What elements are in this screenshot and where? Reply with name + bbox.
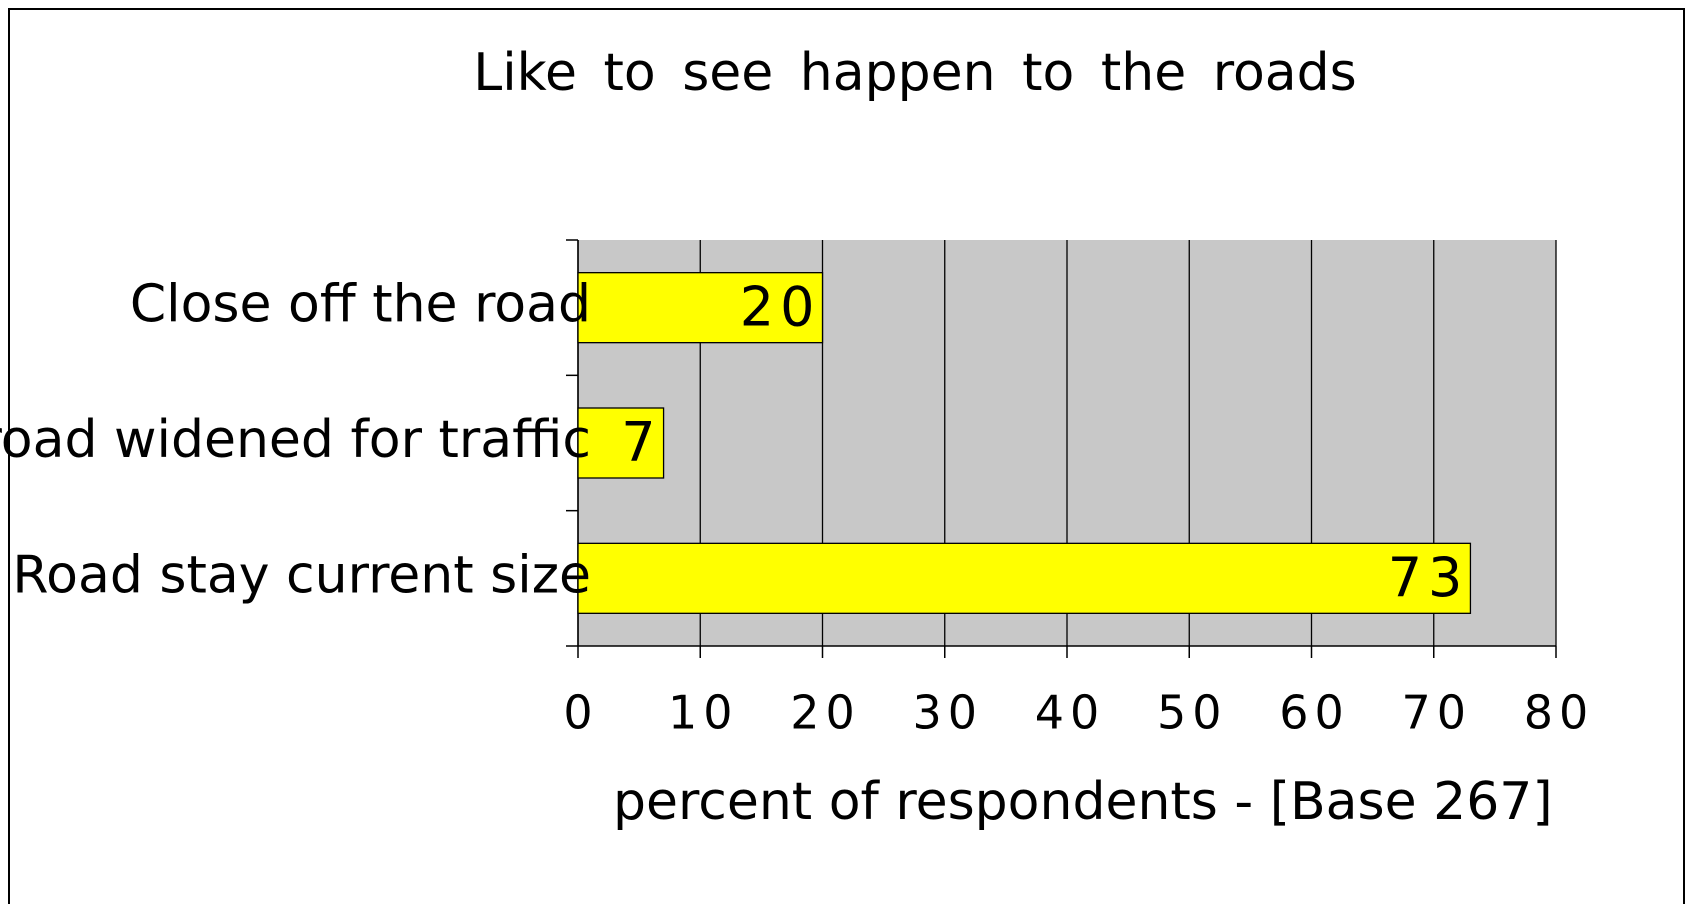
labels: 0 10 20 30 40 50 60 70 80 20 Close off the road 7 ro… [0,275,1595,740]
bar [577,407,665,479]
chart-title: Like to see happen to the roads [473,43,1356,103]
value-label: 20 [740,275,821,338]
y-tick-label: Road stay current size [12,545,591,605]
bar [577,272,824,344]
x-tick-label: 0 [563,686,598,740]
x-tick-label: 50 [1157,686,1228,740]
x-tick-label: 80 [1524,686,1595,740]
y-tick-label: Close off the road [130,275,591,335]
x-tick-label: 10 [668,686,739,740]
x-tick-label: 60 [1279,686,1350,740]
x-tick-label: 30 [912,686,983,740]
x-tick-label: 70 [1401,686,1472,740]
bars [577,272,1472,614]
bar [577,542,1472,614]
value-label: 7 [621,411,661,474]
x-tick-label: 40 [1035,686,1106,740]
y-tick-label: road widened for traffic [0,410,591,470]
x-tick-label: 20 [790,686,861,740]
x-axis-label: percent of respondents - [Base 267] [613,772,1553,832]
value-label: 73 [1388,546,1469,609]
